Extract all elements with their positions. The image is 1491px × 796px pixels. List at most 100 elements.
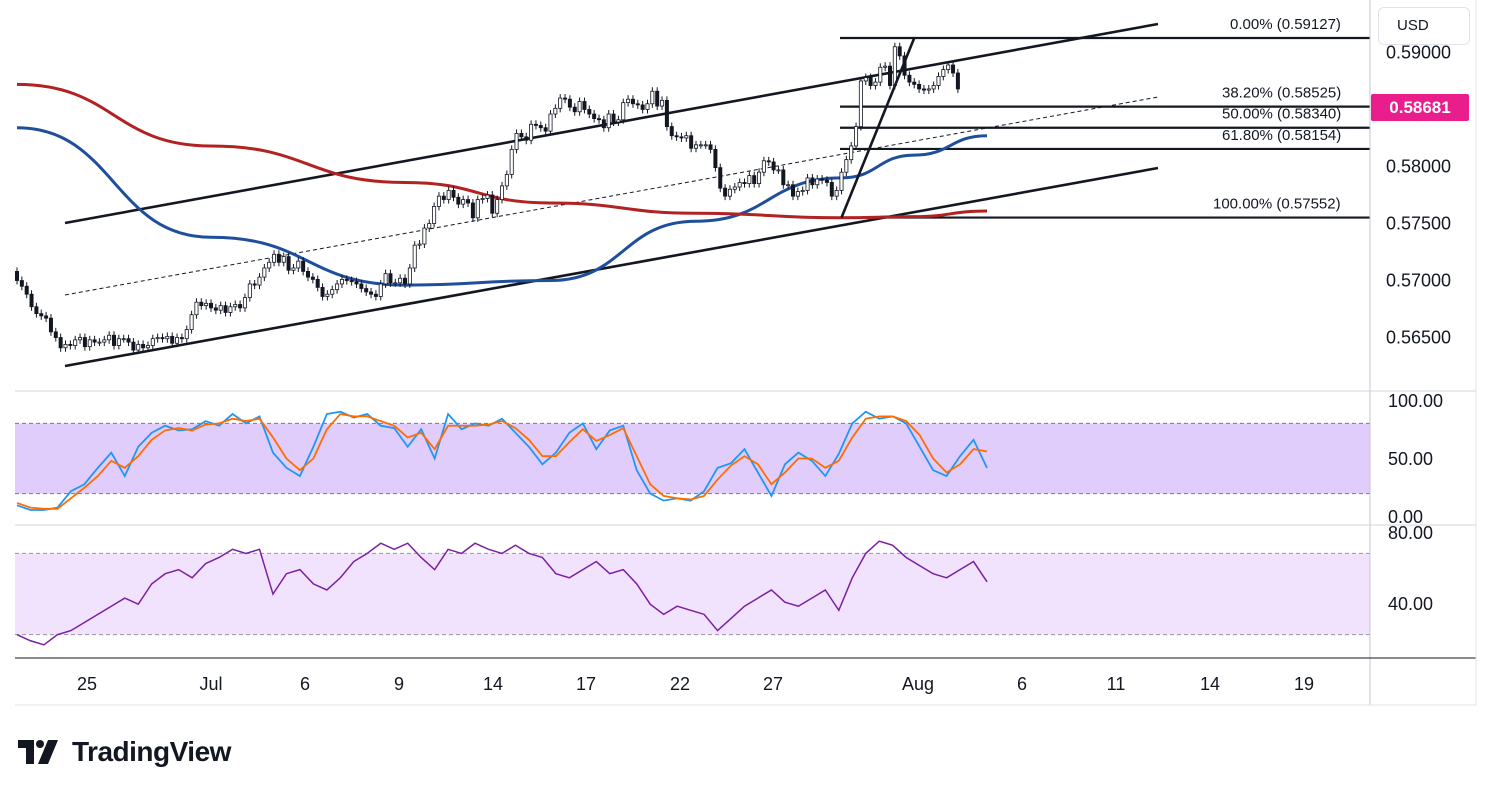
candle-body [538, 125, 543, 129]
candle-body [757, 171, 762, 184]
candle-body [223, 305, 228, 313]
candle-body [708, 144, 713, 150]
candle-body [412, 244, 417, 269]
candle-body [660, 99, 665, 107]
candle-body [92, 339, 97, 343]
candle-body [509, 148, 514, 175]
candle-body [301, 260, 306, 272]
candle-body [335, 283, 340, 291]
candle-body [150, 338, 155, 346]
candle-body [858, 80, 863, 127]
candle-body [359, 283, 364, 289]
fib-level-label: 61.80% (0.58154) [1222, 127, 1341, 144]
candle-body [582, 101, 587, 110]
candle-body [805, 177, 810, 191]
candle-body [252, 283, 257, 286]
candle-body [112, 334, 117, 346]
candle-body [941, 69, 946, 77]
candle-body [247, 283, 252, 299]
last-price-label: 0.58681 [1371, 94, 1469, 121]
candle-body [926, 88, 931, 91]
candle-body [427, 223, 432, 229]
currency-button[interactable]: USD [1378, 7, 1470, 45]
time-axis-tick: 25 [77, 674, 97, 694]
candle-body [698, 144, 703, 147]
rsi-band [15, 553, 1370, 635]
candle-body [824, 179, 829, 183]
candle-body [194, 301, 199, 316]
brand-logo[interactable]: TradingView [18, 732, 231, 772]
tradingview-logo-icon [18, 740, 58, 764]
stoch-band [15, 423, 1370, 494]
candle-body [78, 337, 83, 341]
candle-body [650, 90, 655, 105]
time-axis-tick: 27 [763, 674, 783, 694]
candle-body [369, 291, 374, 295]
candle-body [499, 185, 504, 200]
candle-body [58, 337, 63, 349]
candle-body [795, 191, 800, 197]
candle-body [276, 253, 281, 263]
time-axis-tick: 22 [670, 674, 690, 694]
candle-body [82, 337, 87, 348]
candle-body [131, 341, 136, 351]
candle-body [155, 337, 160, 340]
candle-body [19, 280, 24, 287]
candle-body [616, 119, 621, 123]
stoch-axis-tick: 100.00 [1388, 391, 1443, 411]
candle-body [29, 293, 34, 308]
candle-body [655, 90, 660, 107]
channel-lower-line [64, 166, 1159, 368]
candle-body [829, 182, 834, 197]
candle-body [737, 182, 742, 188]
candle-body [514, 133, 519, 150]
candle-body [868, 77, 873, 86]
candle-body [310, 276, 315, 280]
candle-body [136, 343, 141, 351]
candle-body [475, 199, 480, 219]
candle-body [165, 336, 170, 340]
candle-body [73, 339, 78, 346]
candle-body [325, 293, 330, 297]
candle-body [732, 186, 737, 190]
candle-body [233, 304, 238, 308]
candle-body [888, 65, 893, 86]
candle-body [854, 126, 859, 147]
channel-mid-line [64, 96, 1159, 296]
price-axis-tick: 0.57500 [1386, 214, 1451, 234]
time-axis-tick: 17 [576, 674, 596, 694]
candle-body [815, 178, 820, 186]
candle-body [689, 135, 694, 149]
candle-body [296, 260, 301, 269]
candle-body [63, 343, 68, 349]
candle-body [281, 256, 286, 263]
candle-body [330, 289, 335, 295]
candle-body [238, 304, 243, 309]
candle-body [810, 177, 815, 186]
candle-body [694, 144, 699, 149]
candle-body [315, 278, 320, 288]
candle-body [199, 301, 204, 307]
candle-body [466, 199, 471, 204]
stoch-d-line [16, 413, 988, 510]
candle-body [407, 267, 412, 285]
price-axis-tick: 0.56500 [1386, 328, 1451, 348]
candle-body [170, 336, 175, 344]
rsi-line [16, 540, 988, 646]
candle-body [267, 261, 272, 269]
candle-body [116, 338, 121, 346]
candle-body [305, 271, 310, 278]
candle-body [640, 104, 645, 110]
chart-canvas: 0.00% (0.59127) 38.20% (0.58525) 50.00% (0… [14, 0, 1477, 706]
candle-body [34, 306, 39, 314]
candle-body [422, 227, 427, 245]
candle-body [441, 195, 446, 200]
candle-body [548, 113, 553, 132]
channel-upper-line [64, 22, 1159, 225]
candle-body [451, 190, 456, 198]
candle-body [727, 188, 732, 197]
candle-body [393, 282, 398, 285]
candle-body [820, 178, 825, 181]
candle-body [436, 195, 441, 207]
candle-body [834, 190, 839, 197]
